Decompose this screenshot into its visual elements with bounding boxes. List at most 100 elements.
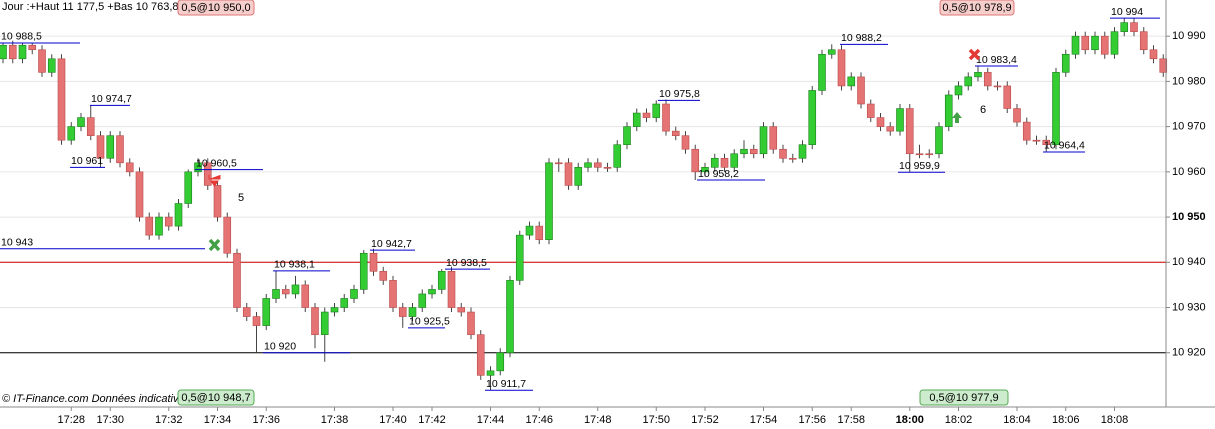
candle-body [18,44,27,60]
x-tick-label: 17:32 [155,414,183,426]
candle-body [486,370,495,376]
candle-body [398,307,407,317]
candle-body [184,171,193,204]
candle-body [915,153,924,156]
candle-body [1071,35,1080,55]
candle-body [554,162,563,165]
candle-body [515,234,524,281]
candle-body [818,53,826,91]
bottom-tag: 0,5@10 948,7 [181,392,250,404]
candle-body [447,271,456,308]
candle-body [0,44,7,60]
x-tick-label: 17:48 [584,414,612,426]
level-label: 10 974,7 [91,93,132,105]
candle-body [954,85,963,96]
y-tick-label: 10 920 [1172,347,1206,359]
candle-body [428,289,436,295]
candle-body [632,112,641,127]
candle-body [808,90,817,146]
candle-body [623,126,631,146]
level-label: 10 964,4 [1044,140,1085,152]
top-tag: 0,5@10 978,9 [942,2,1011,14]
candle-body [857,76,865,105]
x-tick-label: 17:56 [798,414,826,426]
level-label: 10 994 [1111,6,1143,18]
candle-body [223,216,232,254]
level-label: 10 942,7 [371,238,412,250]
candle-body [1042,139,1051,146]
candle-body [67,126,76,141]
y-tick-label: 10 950 [1172,211,1206,223]
candle-body [467,311,475,335]
candle-body [320,311,329,335]
header-bg [0,0,176,14]
candle-body [749,148,758,155]
candle-body [545,162,553,240]
candle-body [983,72,992,87]
grid [0,35,1166,354]
candle-body [1120,22,1129,32]
candle-body [496,352,505,372]
exit-cross [208,238,221,252]
x-tick-label: 18:02 [945,414,973,426]
level-label: 10 911,7 [486,378,526,390]
candle-body [662,103,670,132]
candle-body [671,130,680,136]
candle-body [1130,22,1138,32]
level-label: 10 961 [71,155,103,167]
candle-body [691,148,700,173]
candle-body [281,289,290,295]
y-tick-label: 10 970 [1172,121,1206,133]
candle-body [252,316,261,326]
candle-body [779,148,787,159]
level-label: 10 975,8 [659,88,700,100]
candle-body [369,252,378,272]
candle-body [1091,35,1099,51]
candle-body [476,334,485,376]
candle-body [740,148,748,155]
candle-body [886,126,895,132]
x-tick-label: 18:08 [1101,414,1129,426]
candle-body [28,44,37,51]
axes [0,0,1215,408]
level-label: 10 983,4 [976,54,1017,66]
bottom-tag-bg [177,389,255,406]
candle-body [359,252,368,290]
level-label: 10 988,5 [1,31,42,43]
x-tick-label: 17:34 [204,414,232,426]
candle-body [311,307,319,335]
level-label: 10 958,2 [698,168,739,180]
signal-label: 6 [980,104,986,116]
candle-body [1159,58,1168,73]
x-tick-label: 17:28 [57,414,85,426]
x-tick-label: 17:36 [252,414,280,426]
candle-body [135,171,144,218]
candle-body [1052,72,1060,146]
x-tick-label: 17:30 [96,414,124,426]
candle-body [506,280,514,354]
candle-body [1003,85,1012,109]
candle-body [350,289,358,299]
candle-body [652,103,661,118]
sell-arrow [208,175,221,187]
candle-body [86,117,95,136]
candle-body [574,167,583,186]
candle-body [798,144,807,159]
candle-body [47,58,56,73]
candle-body [213,185,222,218]
candle-body [788,157,797,160]
x-tick-label: 17:54 [750,414,778,426]
candle-body [77,117,85,127]
candle-body [1032,139,1041,142]
candle-body [174,203,183,227]
exit-cross [968,48,981,61]
x-tick-label: 17:40 [379,414,407,426]
candle-body [974,72,982,78]
candle-body [1100,35,1109,55]
level-label: 10 959,9 [899,160,940,172]
annotations: 10 988,5 10 974,7 10 961 10 960,5 10 943 10 9… [0,6,1160,391]
candle-body [944,94,953,127]
candle-body [340,298,349,308]
candle-body [730,153,739,168]
candle-body [457,307,466,313]
